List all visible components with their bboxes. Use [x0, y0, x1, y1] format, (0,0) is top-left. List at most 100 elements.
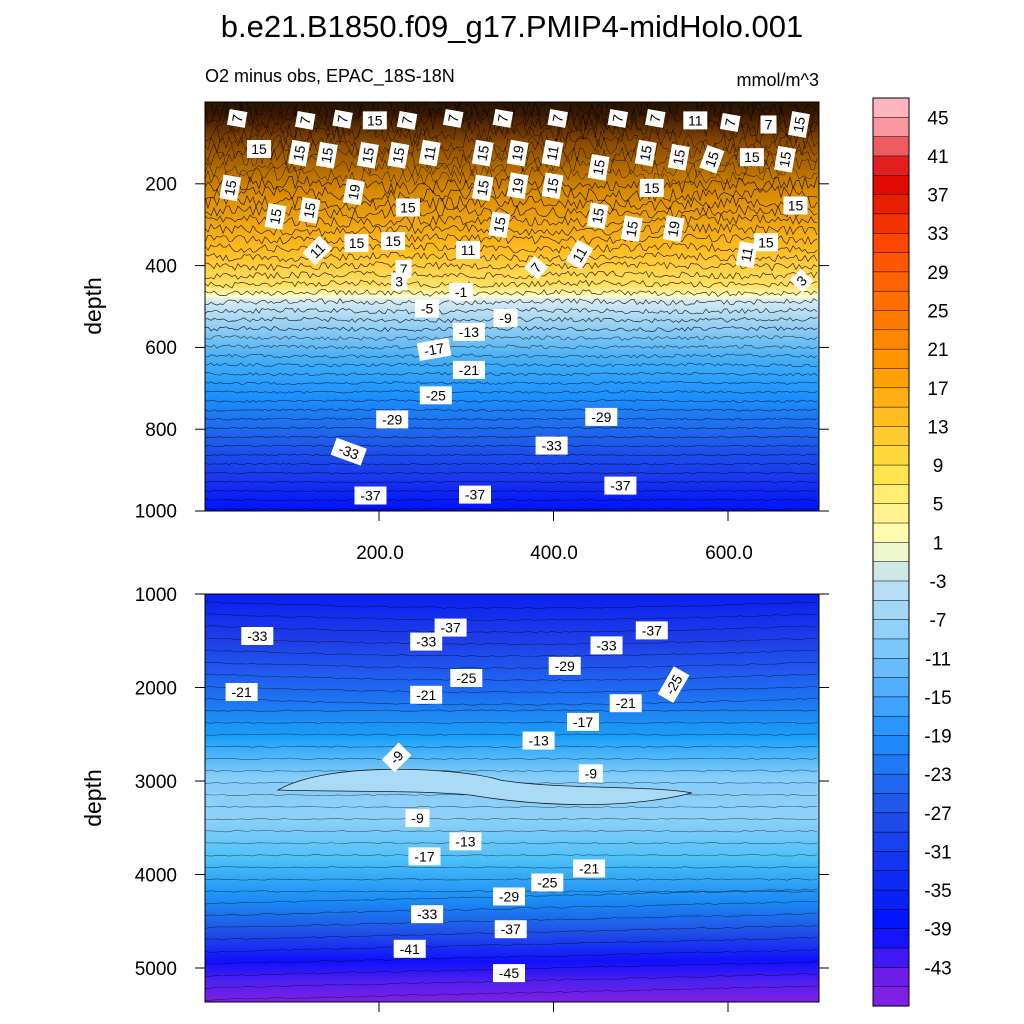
contour-label-box	[578, 764, 603, 783]
colorbar-box	[872, 638, 910, 659]
lower-contour-line	[205, 817, 818, 821]
lower-contour-line	[205, 673, 818, 682]
contour-label-text: 15	[266, 207, 284, 225]
upper-contour-line	[205, 462, 818, 466]
upper-contour-line	[205, 489, 818, 493]
contour-label-text: -29	[555, 658, 575, 674]
contour-label: 7	[294, 110, 316, 130]
lower-contour-line	[205, 733, 818, 736]
contour-label-text: -37	[610, 478, 630, 494]
upper-xtick-200: 200.0	[356, 543, 404, 564]
units-label: mmol/m^3	[737, 70, 819, 90]
colorbar-box	[872, 368, 910, 389]
contour-label-box	[452, 360, 485, 379]
colorbar-box	[872, 851, 910, 872]
contour-label-box	[567, 712, 599, 731]
upper-contour-line	[205, 435, 818, 439]
contour-label: 7	[719, 113, 741, 132]
lower-contour-labels: -33-37-33-37-33-21 -21-25-29-21-25-17-13-…	[225, 618, 690, 983]
colorbar-box	[872, 580, 910, 601]
upper-ytick-400: 400	[145, 256, 177, 277]
colorbar-tick-label: -31	[924, 842, 951, 863]
contour-label-box	[411, 905, 444, 924]
contour-label: 15	[356, 141, 379, 169]
contour-label: -25	[419, 386, 452, 405]
contour-label-text: -37	[465, 487, 485, 503]
colorbar-box	[872, 658, 910, 679]
contour-label-text: 15	[744, 149, 760, 165]
contour-label-text: 15	[385, 233, 401, 249]
contour-label-text: 7	[334, 114, 351, 125]
lower-ytick-2000: 2000	[135, 679, 177, 700]
contour-label-box	[667, 143, 690, 171]
lower-contour-line	[205, 721, 818, 724]
lower-contour-line	[205, 709, 818, 712]
contour-label-box	[410, 685, 443, 704]
contour-label: 15	[298, 197, 321, 224]
colorbar-boxes	[872, 97, 910, 1007]
contour-label-box	[585, 407, 618, 426]
colorbar-box	[872, 600, 910, 621]
contour-label: -9	[381, 742, 412, 773]
contour-label-box	[783, 196, 808, 215]
contour-label-text: 19	[508, 177, 526, 195]
lower-contour-line	[205, 948, 818, 965]
contour-label: -37	[459, 485, 491, 504]
contour-label-text: 7	[494, 113, 511, 124]
contour-label: -25	[531, 873, 564, 892]
contour-label-text: 7	[400, 261, 408, 277]
contour-label: -37	[494, 920, 527, 939]
upper-contour-line	[205, 353, 818, 359]
contour-label: 15	[315, 141, 338, 169]
contour-label: 15	[344, 234, 369, 253]
contour-label: 19	[506, 139, 529, 167]
upper-contour-line	[205, 381, 818, 386]
colorbar-box	[872, 213, 910, 234]
contour-label-text: -33	[336, 441, 361, 463]
contour-label-text: -13	[528, 733, 548, 749]
colorbar-tick-label: -43	[924, 958, 951, 979]
upper-ytick-800: 800	[145, 420, 177, 441]
contour-label-box	[506, 172, 529, 200]
contour-label: 11	[541, 139, 564, 167]
contour-label-box	[789, 268, 814, 293]
contour-label-box	[302, 235, 333, 266]
colorbar-box	[872, 310, 910, 331]
colorbar-tick-label: -7	[930, 611, 947, 632]
contour-label-text: -13	[459, 324, 479, 340]
lower-panel-frame	[204, 593, 820, 1003]
contour-label-text: 15	[589, 206, 607, 224]
contour-label-box	[604, 476, 637, 495]
contour-label-text: 15	[623, 220, 641, 238]
lower-contour-line	[205, 985, 818, 1001]
colorbar: 45 41 37 33 29 25 21 17 13 9 5 1 -3 -7 -11 -15 -19 -23 -27…	[872, 97, 952, 1007]
contour-label-box	[634, 139, 657, 167]
contour-label-text: 15	[543, 177, 561, 195]
colorbar-tick-label: 21	[927, 340, 948, 361]
contour-label: 11	[735, 241, 758, 268]
contour-label-text: 15	[790, 115, 808, 133]
contour-label-box	[332, 109, 353, 129]
contour-label-text: -33	[247, 628, 267, 644]
contour-label-text: 7	[229, 113, 246, 124]
contour-label-box	[590, 636, 623, 655]
contour-label-box	[450, 669, 483, 687]
contour-label-box	[344, 234, 369, 253]
upper-contour-line	[205, 408, 818, 412]
contour-label-text: 15	[702, 149, 722, 169]
contour-label-box	[381, 232, 406, 251]
colorbar-box	[872, 155, 910, 176]
contour-label-text: 15	[636, 144, 654, 162]
upper-contour-line	[205, 117, 818, 145]
contour-label: -37	[635, 621, 668, 640]
colorbar-tick-label: -15	[924, 688, 951, 709]
contour-label-text: 11	[543, 144, 561, 161]
contour-label-text: 15	[318, 146, 336, 164]
lower-contour-line	[205, 854, 818, 857]
colorbar-box	[872, 522, 910, 543]
contour-label: -33	[410, 632, 443, 651]
upper-ytick-1000: 1000	[135, 502, 177, 523]
colorbar-tick-label: 5	[933, 495, 944, 516]
contour-label-text: 15	[290, 144, 308, 162]
